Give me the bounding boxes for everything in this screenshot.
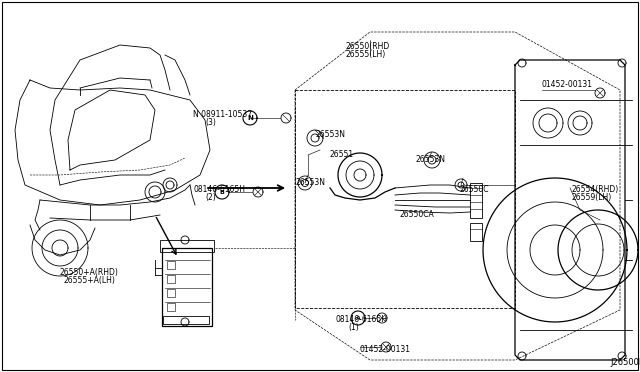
Bar: [470, 223, 482, 241]
Text: 26551: 26551: [330, 150, 354, 159]
Text: 26553N: 26553N: [315, 130, 345, 139]
Bar: [470, 183, 482, 218]
Text: 26554(RHD): 26554(RHD): [572, 185, 620, 194]
Bar: [160, 240, 214, 252]
Text: J26500LD: J26500LD: [610, 358, 640, 367]
Bar: [167, 289, 175, 297]
Text: 01452-00131: 01452-00131: [542, 80, 593, 89]
Bar: [167, 303, 175, 311]
Bar: [295, 90, 515, 308]
Text: 26550(RHD: 26550(RHD: [345, 42, 389, 51]
Text: N: N: [247, 115, 253, 121]
Bar: [163, 316, 209, 324]
Bar: [162, 248, 212, 326]
Text: 26550CA: 26550CA: [400, 210, 435, 219]
Text: 26550+A(RHD): 26550+A(RHD): [60, 268, 119, 277]
Text: 26553N: 26553N: [415, 155, 445, 164]
Text: (1): (1): [348, 323, 359, 332]
Text: 26555+A(LH): 26555+A(LH): [63, 276, 115, 285]
Text: 26559(LH): 26559(LH): [572, 193, 612, 202]
Text: 26550C: 26550C: [459, 185, 488, 194]
Text: 08146-6165H: 08146-6165H: [335, 315, 387, 324]
Text: 01452-00131: 01452-00131: [360, 345, 411, 354]
Text: (2): (2): [205, 193, 216, 202]
Text: 26553N: 26553N: [295, 178, 325, 187]
Text: 26555(LH): 26555(LH): [345, 50, 385, 59]
Text: N 08911-10537: N 08911-10537: [193, 110, 252, 119]
Text: A: A: [356, 315, 360, 321]
Bar: [167, 275, 175, 283]
Text: 08146-6165H: 08146-6165H: [193, 185, 245, 194]
Text: (3): (3): [205, 118, 216, 127]
Bar: [167, 261, 175, 269]
Text: B: B: [220, 189, 225, 195]
